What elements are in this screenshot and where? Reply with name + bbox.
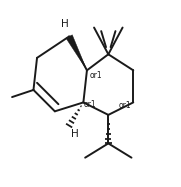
Text: or1: or1 [119,101,132,110]
Polygon shape [66,35,87,70]
Text: H: H [71,129,79,139]
Text: or1: or1 [83,100,96,109]
Text: or1: or1 [90,71,102,80]
Text: H: H [61,19,69,29]
